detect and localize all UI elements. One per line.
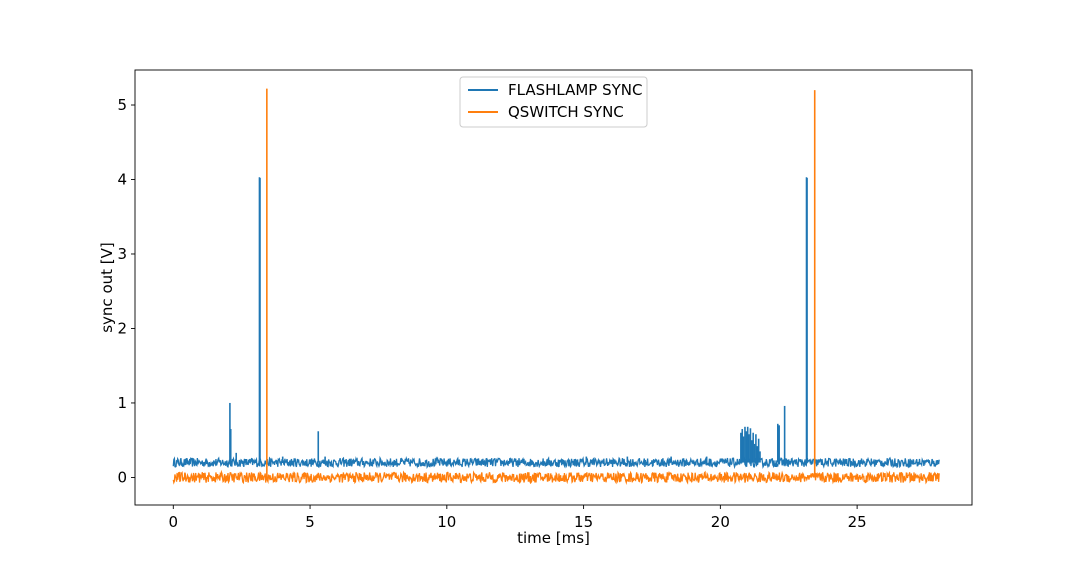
series-trace	[172, 469, 940, 486]
series-flashlamp	[172, 177, 940, 470]
y-tick-label: 0	[117, 468, 127, 486]
legend-box	[459, 76, 648, 128]
series-qswitch	[172, 88, 940, 486]
series-layer	[172, 88, 940, 486]
x-axis-ticks: 0 5 10 15 20 25	[169, 505, 867, 531]
x-axis-label: time [ms]	[517, 529, 590, 547]
x-tick-label: 5	[305, 513, 315, 531]
legend-label-flashlamp: FLASHLAMP SYNC	[508, 81, 643, 99]
y-axis-ticks: 0 1 2 3 4 5	[117, 96, 135, 486]
legend-label-qswitch: QSWITCH SYNC	[508, 103, 624, 121]
y-tick-label: 1	[117, 394, 127, 412]
y-tick-label: 4	[117, 170, 127, 188]
legend: FLASHLAMP SYNC QSWITCH SYNC	[459, 76, 648, 128]
x-tick-label: 0	[169, 513, 179, 531]
series-trace	[172, 455, 940, 470]
y-tick-label: 3	[117, 245, 127, 263]
y-axis-label: sync out [V]	[98, 242, 116, 333]
y-tick-label: 2	[117, 319, 127, 337]
plot-frame	[134, 69, 973, 506]
x-tick-label: 20	[711, 513, 730, 531]
y-tick-label: 5	[117, 96, 127, 114]
x-tick-label: 15	[574, 513, 593, 531]
x-tick-label: 25	[848, 513, 867, 531]
x-tick-label: 10	[437, 513, 456, 531]
